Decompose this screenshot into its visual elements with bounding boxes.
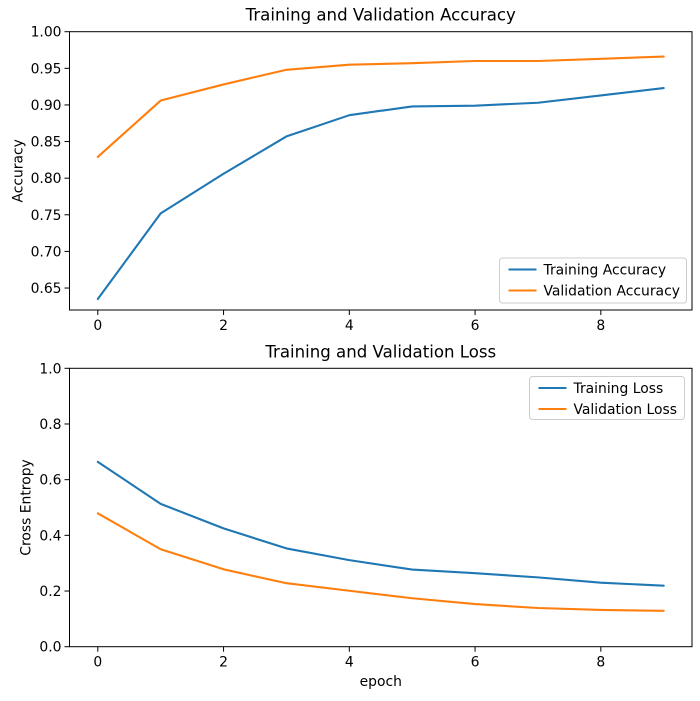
- y-tick-label: 0.6: [39, 473, 61, 489]
- plot-frame: [69, 367, 693, 648]
- legend-label: Training Accuracy: [543, 263, 667, 279]
- y-tick-label: 0.95: [31, 61, 62, 77]
- x-tick-label: 2: [219, 655, 228, 671]
- x-tick-label: 2: [219, 318, 228, 334]
- x-tick-label: 4: [345, 318, 354, 334]
- series-line-training-accuracy: [96, 87, 665, 301]
- y-tick-label: 0.75: [31, 208, 62, 224]
- chart-title: Training and Validation Accuracy: [245, 6, 516, 25]
- x-tick-label: 0: [93, 318, 102, 334]
- y-tick-label: 0.0: [39, 640, 61, 656]
- y-tick-label: 0.70: [31, 244, 62, 260]
- y-axis-label: Accuracy: [11, 139, 27, 202]
- legend-box: [499, 257, 687, 304]
- x-tick-label: 4: [345, 655, 354, 671]
- x-tick-label: 8: [596, 655, 605, 671]
- x-tick-label: 8: [596, 318, 605, 334]
- series-line-training-loss: [96, 460, 665, 587]
- y-tick-label: 0.2: [39, 584, 61, 600]
- series-line-validation-accuracy: [96, 55, 665, 158]
- legend-label: Validation Accuracy: [544, 284, 680, 300]
- x-tick-label: 0: [93, 655, 102, 671]
- y-tick-label: 0.4: [39, 528, 61, 544]
- y-tick-label: 0.90: [31, 98, 62, 114]
- y-tick-label: 1.0: [39, 361, 61, 377]
- y-tick-label: 0.80: [31, 171, 62, 187]
- y-tick-label: 0.8: [39, 417, 61, 433]
- chart-title: Training and Validation Loss: [264, 342, 496, 361]
- y-tick-label: 0.85: [31, 135, 62, 151]
- plot-frame: [69, 31, 693, 311]
- x-axis-label: epoch: [360, 674, 402, 690]
- y-tick-label: 0.65: [31, 281, 62, 297]
- x-tick-label: 6: [471, 318, 480, 334]
- legend-box: [529, 376, 685, 420]
- series-line-validation-loss: [96, 512, 665, 612]
- y-tick-label: 1.00: [31, 25, 62, 41]
- x-tick-label: 6: [471, 655, 480, 671]
- legend-label: Validation Loss: [574, 402, 677, 418]
- y-axis-label: Cross Entropy: [19, 459, 35, 555]
- legend-label: Training Loss: [573, 381, 664, 397]
